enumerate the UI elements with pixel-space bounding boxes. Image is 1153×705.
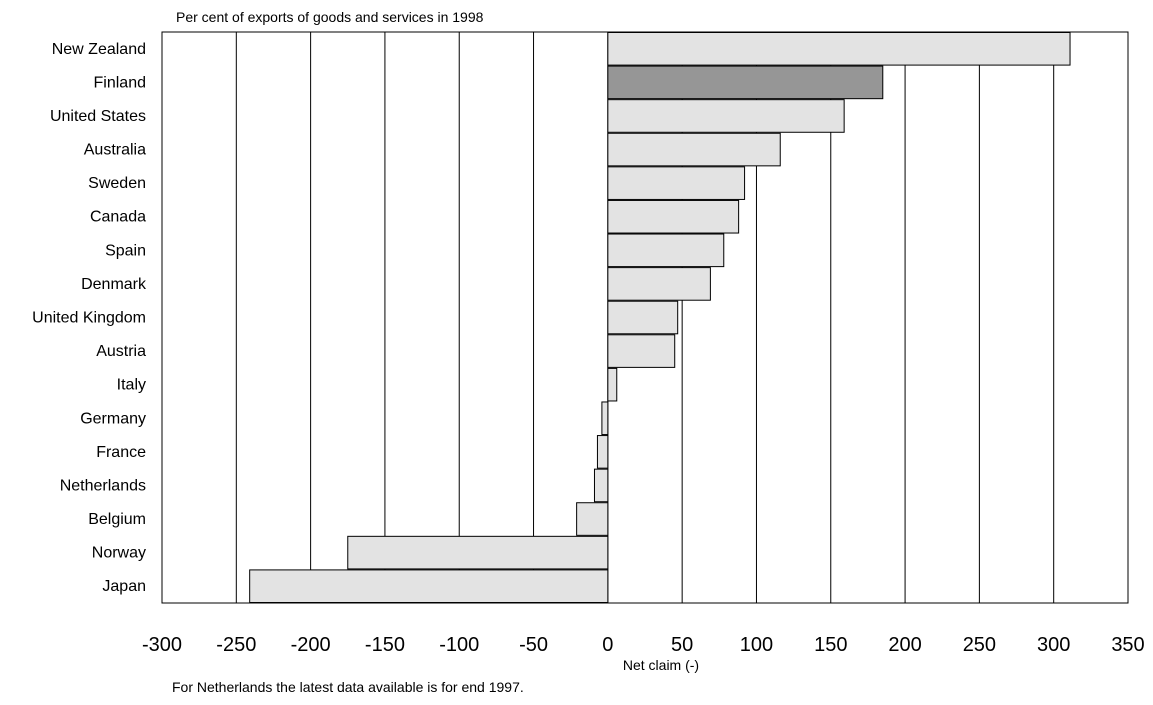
plot-area-frame <box>161 31 1129 604</box>
x-tick-label: 200 <box>888 634 921 656</box>
category-label: Canada <box>90 209 146 226</box>
bar-spain <box>607 233 725 268</box>
x-tick-label: 300 <box>1037 634 1070 656</box>
x-tick-label: 150 <box>814 634 847 656</box>
x-tick-label: 350 <box>1111 634 1144 656</box>
bar-united-kingdom <box>607 300 679 335</box>
category-label: Finland <box>94 74 146 91</box>
category-label: Austria <box>96 343 146 360</box>
x-tick-label: 100 <box>740 634 773 656</box>
category-label: France <box>96 444 146 461</box>
category-label: Sweden <box>88 175 146 192</box>
category-label: Italy <box>117 377 146 394</box>
x-axis-label: Net claim (-) <box>623 657 699 673</box>
bar-germany <box>601 401 609 436</box>
category-label: Belgium <box>88 511 146 528</box>
x-tick-label: 50 <box>671 634 693 656</box>
category-label: Germany <box>80 410 146 427</box>
category-label: New Zealand <box>52 41 146 58</box>
bar-norway <box>347 535 609 570</box>
category-label: Japan <box>102 578 146 595</box>
category-label: Netherlands <box>60 477 146 494</box>
bar-canada <box>607 199 740 234</box>
category-label: Norway <box>92 545 146 562</box>
x-tick-label: -300 <box>142 634 182 656</box>
category-labels: New Zealand Finland United States Australia… <box>32 41 147 595</box>
x-tick-label: -50 <box>519 634 548 656</box>
category-label: Denmark <box>81 276 147 293</box>
x-tick-label: -200 <box>291 634 331 656</box>
bar-finland <box>607 65 884 100</box>
bars <box>249 32 1071 603</box>
bar-belgium <box>576 502 609 536</box>
x-tick-label: 0 <box>602 634 613 656</box>
x-tick-label: -150 <box>365 634 405 656</box>
bar-australia <box>607 132 781 167</box>
bar-italy <box>607 367 618 402</box>
bar-austria <box>607 334 676 368</box>
category-label: United States <box>50 108 146 125</box>
bar-sweden <box>607 166 746 200</box>
category-label: Australia <box>84 142 146 159</box>
bar-united-states <box>607 99 845 133</box>
x-tick-label: -100 <box>439 634 479 656</box>
bar-france <box>596 435 609 469</box>
bar-new-zealand <box>607 32 1071 66</box>
chart-subtitle: Per cent of exports of goods and service… <box>176 9 484 25</box>
chart-footnote: For Netherlands the latest data availabl… <box>172 679 524 695</box>
bar-denmark <box>607 267 711 301</box>
category-label: United Kingdom <box>32 310 146 327</box>
bar-netherlands <box>593 468 609 503</box>
category-label: Spain <box>105 242 146 259</box>
x-tick-label: -250 <box>216 634 256 656</box>
x-tick-label: 250 <box>963 634 996 656</box>
bar-japan <box>249 569 609 603</box>
x-tick-labels: -300 -250 -200 -150 -100 -50 0 50 100 150 200 250 30… <box>142 634 1145 656</box>
